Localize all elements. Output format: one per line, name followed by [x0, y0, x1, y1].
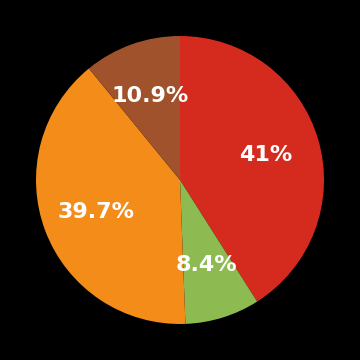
Wedge shape — [89, 36, 180, 180]
Wedge shape — [180, 36, 324, 302]
Text: 39.7%: 39.7% — [58, 202, 135, 221]
Text: 41%: 41% — [239, 145, 292, 165]
Text: 8.4%: 8.4% — [176, 255, 237, 275]
Wedge shape — [36, 68, 185, 324]
Wedge shape — [180, 180, 257, 324]
Text: 10.9%: 10.9% — [111, 86, 189, 106]
